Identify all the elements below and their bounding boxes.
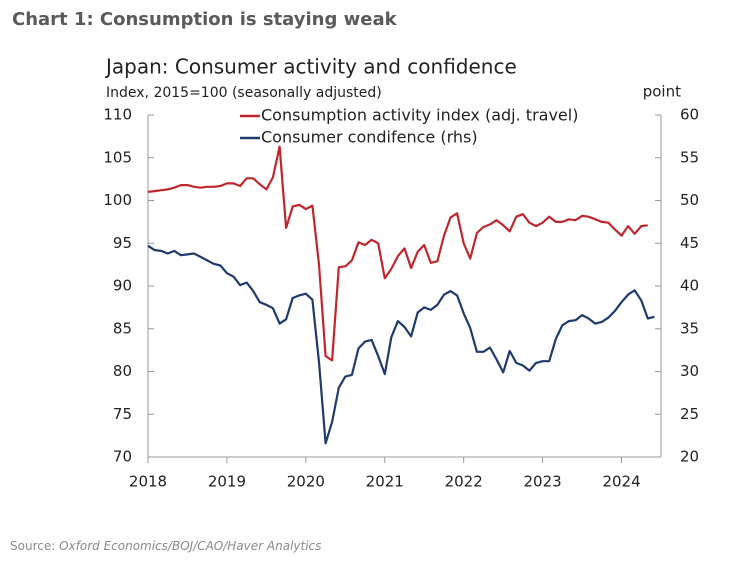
y2-tick-label: 20 [680,448,699,466]
legend-label: Consumer condifence (rhs) [261,128,478,147]
y-tick-label: 80 [113,362,132,380]
x-tick-label: 2020 [287,473,325,491]
y-tick-label: 110 [103,106,132,124]
y-tick-label: 70 [113,448,132,466]
source-label: Source: [10,539,55,553]
y2-axis-label: point [643,83,681,101]
y-tick-label: 95 [113,234,132,252]
y2-tick-label: 30 [680,362,699,380]
source-text: Oxford Economics/BOJ/CAO/Haver Analytics [59,539,321,553]
y-tick-label: 85 [113,319,132,337]
y-tick-label: 105 [103,148,132,166]
y-axis-label: Index, 2015=100 (seasonally adjusted) [106,85,382,101]
y2-tick-label: 55 [680,148,699,166]
y2-tick-label: 45 [680,234,699,252]
x-tick-label: 2023 [524,473,562,491]
y-tick-label: 90 [113,277,132,295]
chart-title: Japan: Consumer activity and confidence [104,55,517,79]
y2-tick-label: 40 [680,277,699,295]
legend-label: Consumption activity index (adj. travel) [261,106,578,125]
series-line [147,244,655,445]
series-line [147,145,648,362]
y-tick-label: 75 [113,405,132,423]
y-tick-label: 100 [103,191,132,209]
x-tick-label: 2024 [602,473,640,491]
y2-tick-label: 60 [680,106,699,124]
page-title: Chart 1: Consumption is staying weak [12,9,398,30]
y2-tick-label: 25 [680,405,699,423]
x-tick-label: 2019 [208,473,246,491]
y2-tick-label: 50 [680,191,699,209]
x-tick-label: 2018 [129,473,167,491]
y2-tick-label: 35 [680,319,699,337]
source: Source: Oxford Economics/BOJ/CAO/Haver A… [10,539,321,553]
x-tick-label: 2022 [445,473,483,491]
x-tick-label: 2021 [366,473,404,491]
